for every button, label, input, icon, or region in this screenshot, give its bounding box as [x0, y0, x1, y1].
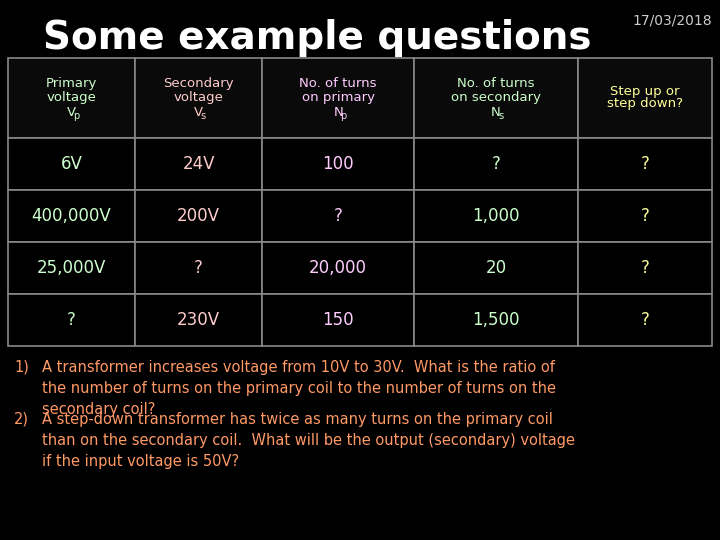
- Text: 1): 1): [14, 360, 29, 375]
- Bar: [577, 294, 712, 346]
- Bar: [262, 294, 415, 346]
- Bar: [415, 294, 577, 346]
- Bar: [135, 58, 262, 138]
- Text: 20,000: 20,000: [309, 259, 367, 277]
- Text: 20: 20: [485, 259, 507, 277]
- Text: Primary: Primary: [46, 77, 97, 90]
- Text: p: p: [73, 111, 80, 122]
- Bar: [415, 190, 577, 242]
- Bar: [135, 242, 262, 294]
- Bar: [577, 58, 712, 138]
- Bar: [135, 190, 262, 242]
- Bar: [262, 190, 415, 242]
- Text: s: s: [498, 111, 504, 122]
- Text: N: N: [491, 106, 501, 119]
- Text: ?: ?: [640, 155, 649, 173]
- Text: 230V: 230V: [177, 311, 220, 329]
- Text: 25,000V: 25,000V: [37, 259, 106, 277]
- Text: 100: 100: [323, 155, 354, 173]
- Text: A step-down transformer has twice as many turns on the primary coil
than on the : A step-down transformer has twice as man…: [42, 412, 575, 469]
- Text: 6V: 6V: [60, 155, 83, 173]
- Text: Some example questions: Some example questions: [42, 19, 591, 57]
- Bar: [8, 190, 135, 242]
- Text: No. of turns: No. of turns: [457, 77, 535, 90]
- Bar: [262, 58, 415, 138]
- Bar: [262, 242, 415, 294]
- Bar: [8, 138, 135, 190]
- Text: 2): 2): [14, 412, 29, 427]
- Text: 1,000: 1,000: [472, 207, 520, 225]
- Text: 200V: 200V: [177, 207, 220, 225]
- Text: s: s: [201, 111, 206, 122]
- Text: ?: ?: [334, 207, 343, 225]
- Text: ?: ?: [492, 155, 500, 173]
- Bar: [415, 242, 577, 294]
- Bar: [262, 138, 415, 190]
- Text: on primary: on primary: [302, 91, 374, 105]
- Bar: [135, 294, 262, 346]
- Text: Secondary: Secondary: [163, 77, 234, 90]
- Text: ?: ?: [640, 259, 649, 277]
- Text: ?: ?: [640, 311, 649, 329]
- Text: ?: ?: [640, 207, 649, 225]
- Text: voltage: voltage: [174, 91, 223, 105]
- Text: 150: 150: [323, 311, 354, 329]
- Bar: [135, 138, 262, 190]
- Text: 400,000V: 400,000V: [32, 207, 112, 225]
- Text: V: V: [67, 106, 76, 119]
- Text: 24V: 24V: [182, 155, 215, 173]
- Text: Step up or: Step up or: [610, 85, 680, 98]
- Bar: [8, 242, 135, 294]
- Bar: [577, 138, 712, 190]
- Bar: [577, 242, 712, 294]
- Text: 17/03/2018: 17/03/2018: [632, 14, 712, 28]
- Bar: [8, 294, 135, 346]
- Text: step down?: step down?: [607, 98, 683, 111]
- Text: ?: ?: [194, 259, 203, 277]
- Text: A transformer increases voltage from 10V to 30V.  What is the ratio of
the numbe: A transformer increases voltage from 10V…: [42, 360, 556, 417]
- Text: ?: ?: [67, 311, 76, 329]
- Text: voltage: voltage: [47, 91, 96, 105]
- Bar: [8, 58, 135, 138]
- Text: N: N: [333, 106, 343, 119]
- Text: on secondary: on secondary: [451, 91, 541, 105]
- Bar: [415, 138, 577, 190]
- Text: V: V: [194, 106, 203, 119]
- Text: 1,500: 1,500: [472, 311, 520, 329]
- Text: No. of turns: No. of turns: [300, 77, 377, 90]
- Bar: [577, 190, 712, 242]
- Text: p: p: [340, 111, 346, 122]
- Bar: [415, 58, 577, 138]
